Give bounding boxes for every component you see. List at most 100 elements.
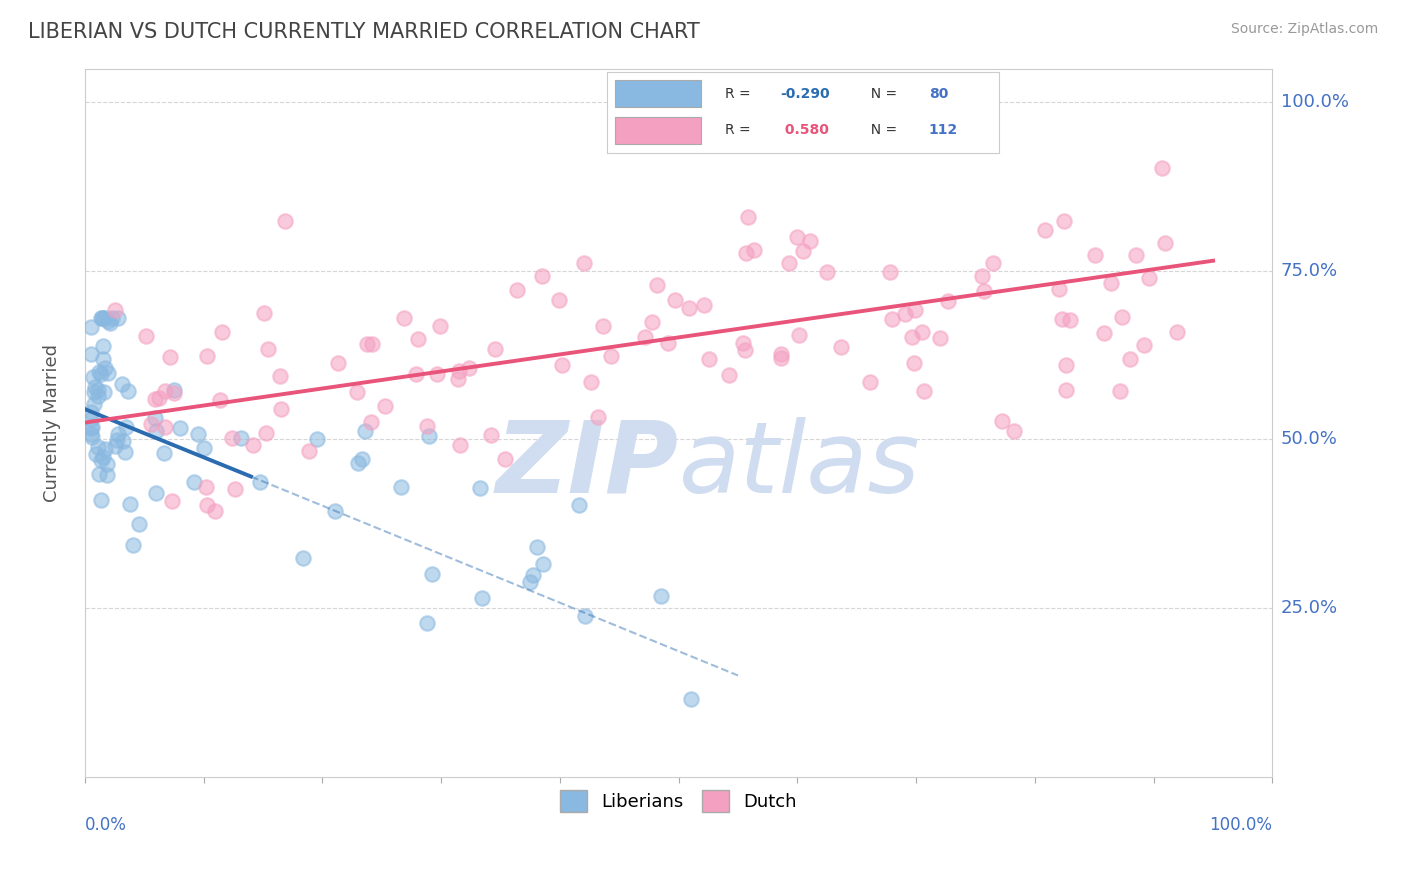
Point: [664, 293, 686, 307]
Point: [449, 438, 471, 452]
Point: [1166, 325, 1188, 339]
Point: [697, 352, 720, 367]
Point: [880, 311, 903, 326]
Point: [657, 336, 679, 351]
Text: atlas: atlas: [679, 417, 921, 514]
Point: [87, 383, 110, 397]
Point: [457, 360, 479, 375]
Point: [91, 339, 114, 353]
Point: [893, 307, 915, 321]
Point: [592, 319, 614, 334]
Point: [98, 316, 121, 330]
Point: [80, 420, 103, 434]
Point: [115, 419, 138, 434]
Point: [111, 376, 134, 391]
Point: [254, 425, 277, 440]
Point: [163, 385, 186, 400]
Point: [1150, 161, 1173, 175]
Point: [418, 428, 440, 442]
Point: [447, 371, 470, 385]
Point: [187, 427, 209, 442]
Point: [634, 330, 657, 344]
Point: [1035, 222, 1057, 236]
Point: [551, 358, 574, 372]
Point: [145, 486, 167, 500]
Point: [270, 402, 292, 417]
Point: [426, 367, 449, 381]
Point: [859, 376, 882, 390]
Point: [128, 516, 150, 531]
Point: [693, 298, 716, 312]
Text: 75.0%: 75.0%: [1281, 262, 1339, 280]
Point: [572, 256, 595, 270]
Point: [405, 368, 427, 382]
Point: [599, 349, 621, 363]
Point: [429, 318, 451, 333]
Point: [903, 303, 925, 318]
Point: [153, 384, 176, 399]
Text: 50.0%: 50.0%: [1281, 431, 1337, 449]
Point: [169, 421, 191, 435]
Point: [143, 392, 166, 407]
Point: [90, 492, 112, 507]
Point: [114, 444, 136, 458]
Point: [79, 319, 101, 334]
Point: [579, 376, 602, 390]
Point: [737, 210, 759, 224]
Point: [80, 430, 103, 444]
Point: [87, 365, 110, 379]
Point: [79, 412, 101, 426]
Point: [195, 349, 218, 363]
Point: [101, 311, 124, 326]
Point: [83, 385, 105, 400]
Point: [1111, 310, 1133, 324]
Point: [326, 356, 349, 370]
Point: [481, 428, 503, 442]
Point: [224, 482, 246, 496]
Point: [1059, 313, 1081, 327]
Point: [145, 425, 167, 439]
Point: [734, 246, 756, 260]
Point: [249, 475, 271, 489]
Point: [103, 303, 125, 318]
Point: [93, 385, 115, 400]
Point: [912, 384, 935, 398]
Point: [91, 450, 114, 464]
Point: [82, 370, 104, 384]
Point: [93, 351, 115, 366]
Point: [830, 340, 852, 354]
Point: [274, 213, 297, 227]
Point: [1054, 358, 1077, 372]
Point: [679, 692, 702, 706]
Point: [911, 325, 934, 339]
Point: [354, 425, 377, 439]
Point: [204, 504, 226, 518]
Point: [153, 420, 176, 434]
Point: [104, 439, 127, 453]
Point: [298, 444, 321, 458]
Point: [786, 230, 808, 244]
Point: [494, 452, 516, 467]
Point: [107, 311, 129, 326]
Point: [586, 409, 609, 424]
Point: [118, 496, 141, 510]
Point: [574, 609, 596, 624]
Point: [792, 244, 814, 258]
Point: [468, 481, 491, 495]
Point: [97, 314, 120, 328]
Point: [531, 558, 554, 572]
Point: [94, 311, 117, 326]
Point: [83, 397, 105, 411]
Point: [742, 244, 765, 258]
Point: [242, 438, 264, 452]
Point: [789, 327, 811, 342]
Point: [87, 467, 110, 482]
Point: [547, 293, 569, 308]
Point: [1002, 424, 1025, 438]
Point: [197, 498, 219, 512]
Point: [1047, 282, 1070, 296]
Point: [90, 311, 112, 326]
Point: [117, 384, 139, 398]
Point: [733, 336, 755, 351]
Point: [1154, 235, 1177, 250]
